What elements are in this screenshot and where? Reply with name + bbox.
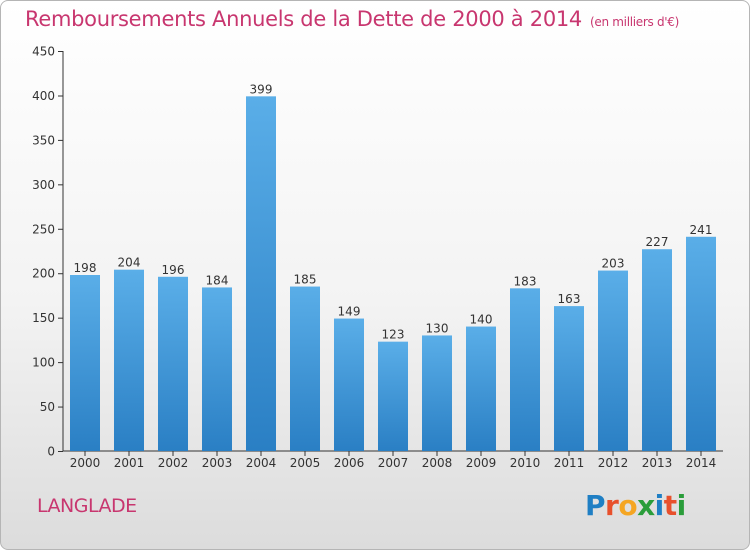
- logo-letter: i: [676, 489, 687, 522]
- x-tick-label: 2010: [510, 456, 541, 470]
- x-tick-label: 2007: [378, 456, 409, 470]
- bar-value-label: 241: [690, 223, 713, 237]
- y-tick-label: 100: [32, 356, 55, 370]
- x-tick-label: 2003: [202, 456, 233, 470]
- y-tick-label: 150: [32, 311, 55, 325]
- chart-labels: 198 204 196 184 399 185 149 123 130 140 183 163 203 2…: [74, 82, 713, 341]
- x-tick-label: 2000: [70, 456, 101, 470]
- y-tick-label: 400: [32, 89, 55, 103]
- bar: [290, 286, 320, 451]
- bar: [554, 306, 584, 451]
- logo-letter: i: [654, 489, 665, 522]
- bar-value-label: 196: [162, 263, 185, 277]
- logo-letter: r: [605, 489, 619, 522]
- bar: [378, 341, 408, 451]
- bar-value-label: 183: [514, 274, 537, 288]
- x-tick-label: 2009: [466, 456, 497, 470]
- bar-value-label: 227: [646, 235, 669, 249]
- y-tick-label: 50: [40, 400, 55, 414]
- y-tick-label: 250: [32, 222, 55, 236]
- bar: [422, 335, 452, 451]
- x-tick-label: 2004: [246, 456, 277, 470]
- chart-bars: [70, 96, 716, 451]
- x-tick-label: 2002: [158, 456, 189, 470]
- bar: [466, 326, 496, 451]
- bar-value-label: 204: [118, 256, 141, 270]
- logo-letter: o: [618, 489, 638, 522]
- proxiti-logo: Proxiti: [585, 489, 686, 522]
- chart-title-text: Remboursements Annuels de la Dette de 20…: [25, 7, 582, 31]
- bar: [70, 275, 100, 451]
- y-tick-label: 200: [32, 267, 55, 281]
- bar: [114, 269, 144, 451]
- bar: [158, 276, 188, 451]
- logo-letter: x: [637, 489, 655, 522]
- bar: [686, 236, 716, 451]
- y-tick-label: 0: [47, 445, 55, 459]
- x-tick-label: 2011: [554, 456, 585, 470]
- x-tick-label: 2006: [334, 456, 365, 470]
- y-tick-label: 450: [32, 45, 55, 59]
- bar-value-label: 185: [294, 273, 317, 287]
- bar-value-label: 184: [206, 273, 229, 287]
- x-tick-label: 2013: [642, 456, 673, 470]
- commune-name: LANGLADE: [37, 495, 137, 517]
- logo-letter: t: [663, 489, 677, 522]
- bar-value-label: 203: [602, 257, 625, 271]
- bar: [246, 96, 276, 451]
- bar: [202, 287, 232, 451]
- bar-value-label: 140: [470, 313, 493, 327]
- y-tick-label: 300: [32, 178, 55, 192]
- bar: [598, 270, 628, 451]
- bar-value-label: 198: [74, 261, 97, 275]
- bar-value-label: 130: [426, 321, 449, 335]
- bar: [510, 288, 540, 451]
- bar-value-label: 123: [382, 328, 405, 342]
- bar-value-label: 399: [250, 82, 273, 96]
- logo-letter: P: [585, 489, 606, 522]
- chart-title-unit: (en milliers d'€): [590, 15, 680, 29]
- x-tick-label: 2008: [422, 456, 453, 470]
- y-tick-label: 350: [32, 133, 55, 147]
- x-tick-label: 2005: [290, 456, 321, 470]
- x-tick-label: 2014: [686, 456, 717, 470]
- bar: [334, 318, 364, 451]
- bar-value-label: 149: [338, 305, 361, 319]
- x-tick-label: 2012: [598, 456, 629, 470]
- x-tick-label: 2001: [114, 456, 145, 470]
- chart-title: Remboursements Annuels de la Dette de 20…: [25, 7, 679, 31]
- bar-value-label: 163: [558, 292, 581, 306]
- chart-axes: 0 50 100 150 200 250 300 350 400 450 2000 2001 2002 2…: [32, 45, 723, 470]
- bar: [642, 249, 672, 451]
